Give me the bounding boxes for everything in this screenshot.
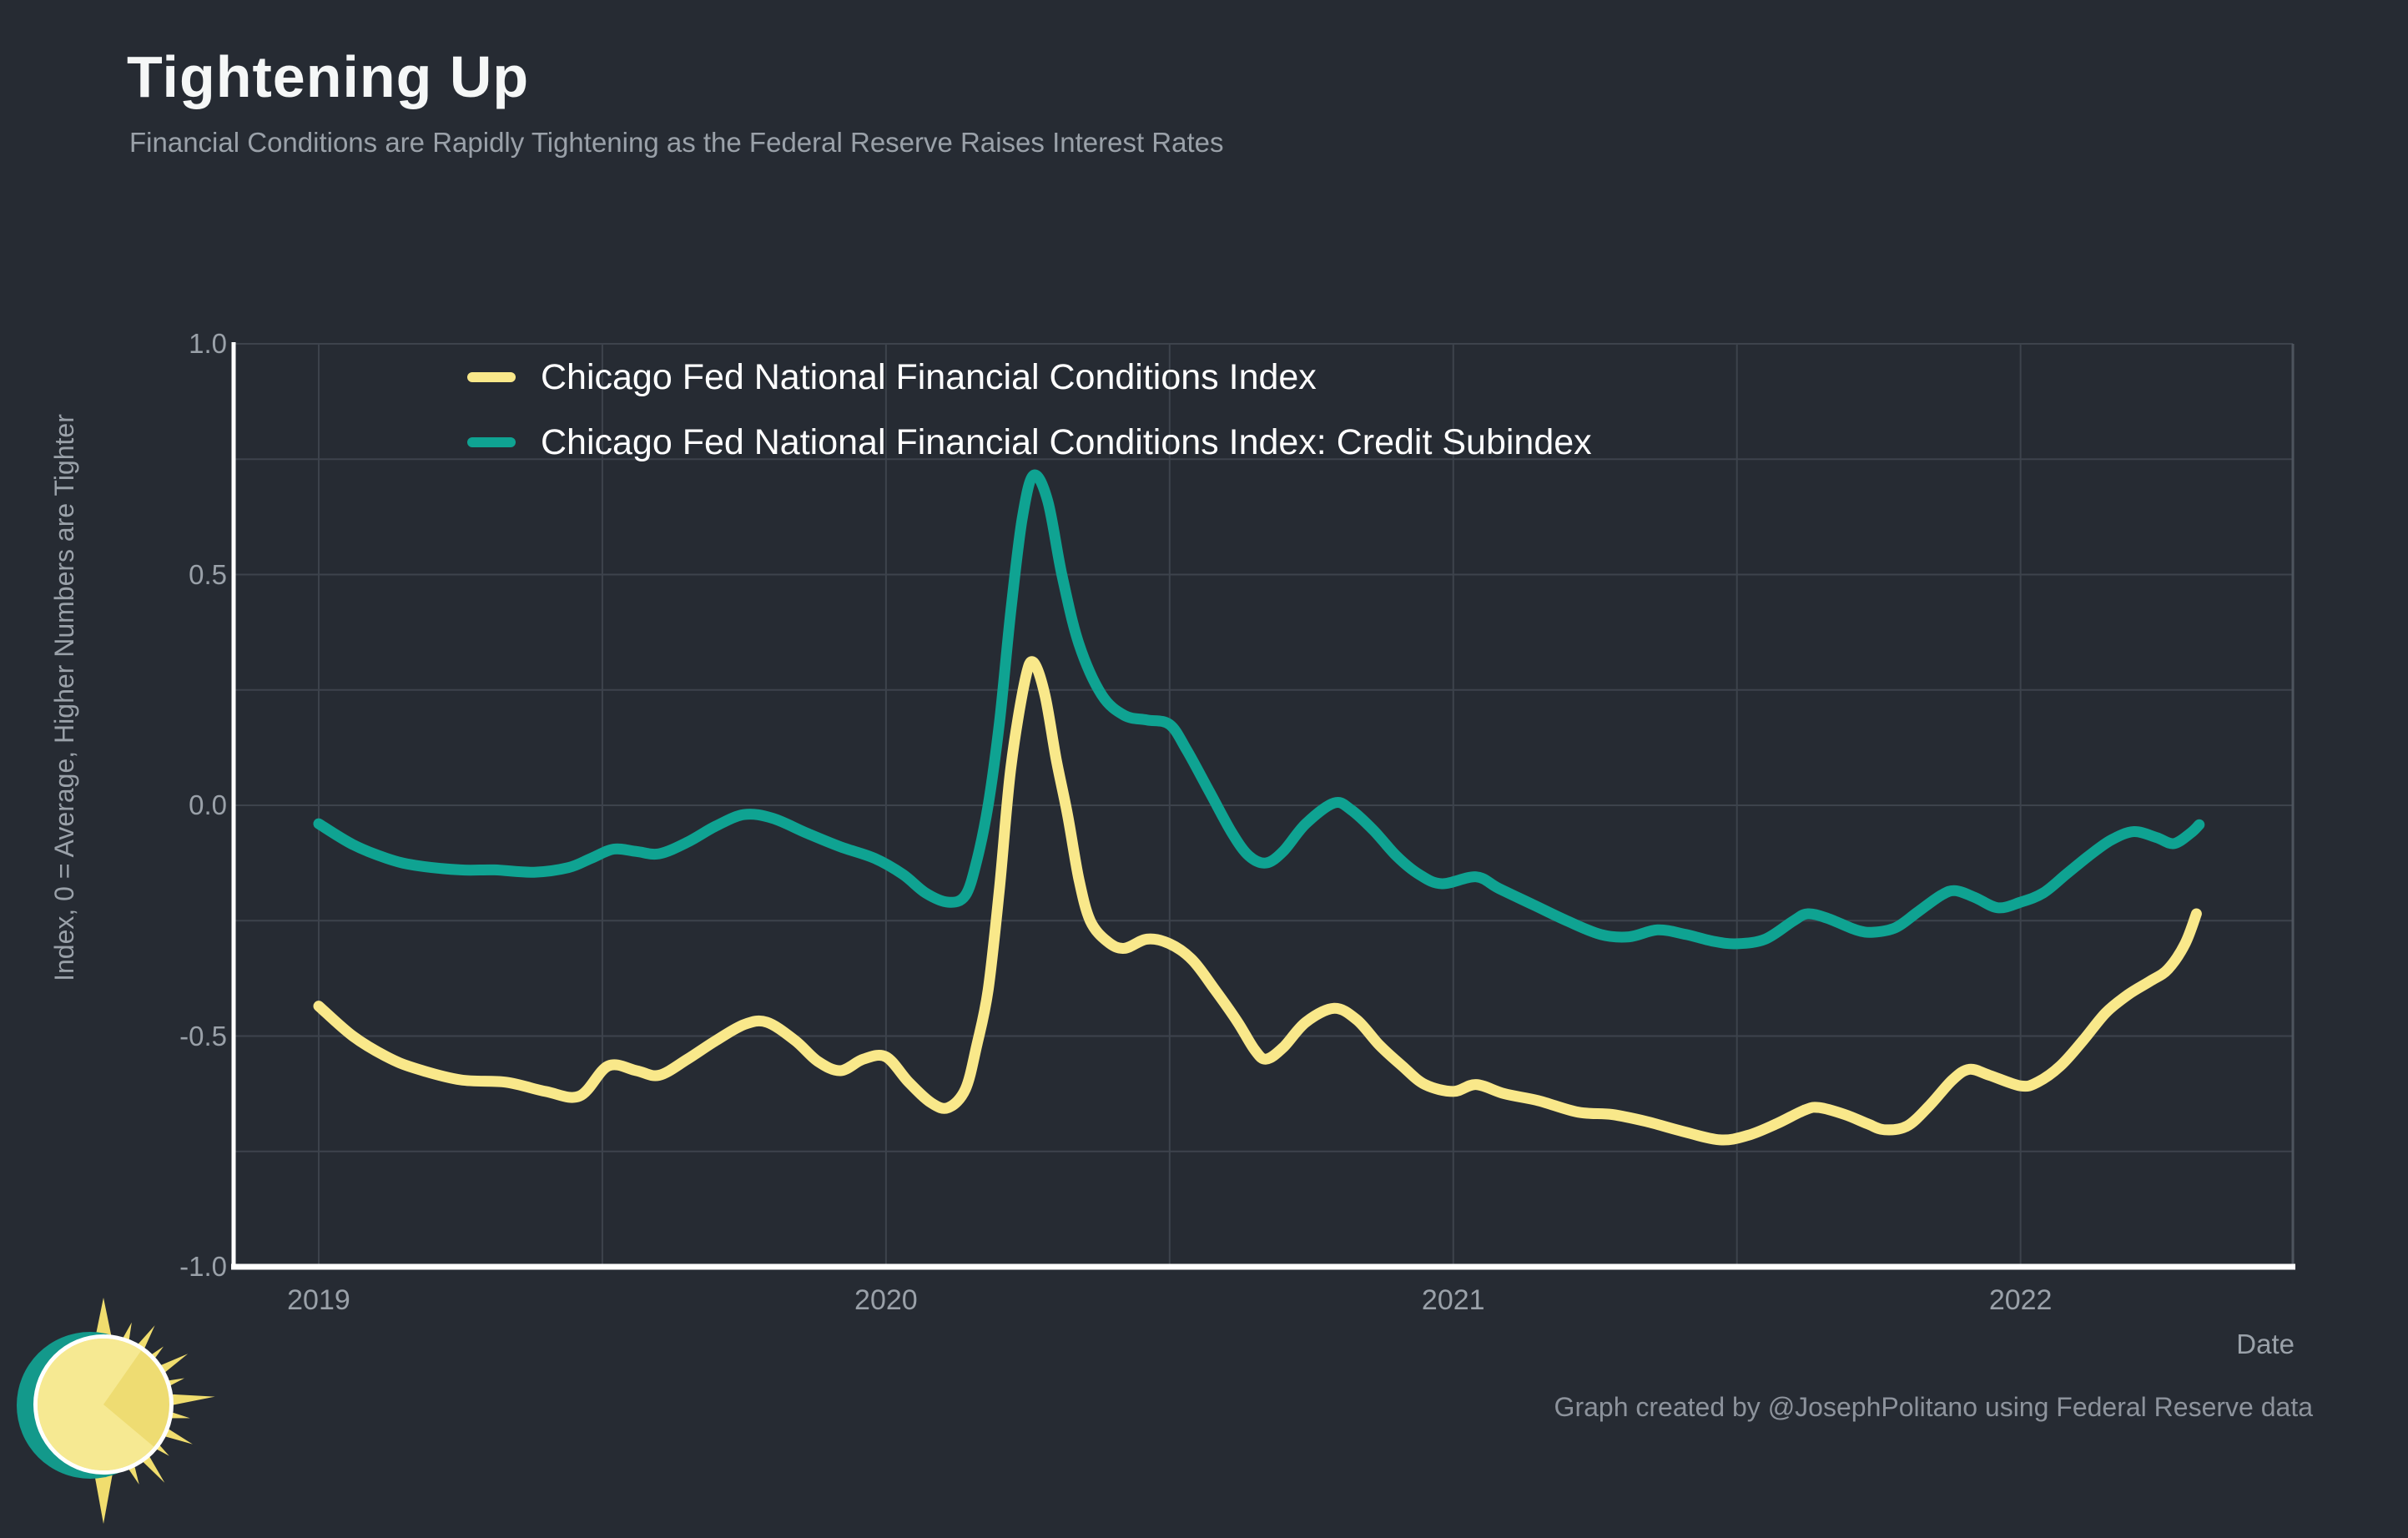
page-title: Tightening Up: [127, 44, 530, 109]
nfci-series-swatch-icon: [467, 372, 516, 382]
y-tick-label: -0.5: [179, 1020, 227, 1051]
gridlines: [234, 343, 2295, 1267]
attribution-text: Graph created by @JosephPolitano using F…: [1554, 1392, 2313, 1422]
credit-series-swatch-icon: [467, 437, 516, 447]
x-axis-title: Date: [2236, 1329, 2295, 1359]
axes: [231, 342, 2295, 1270]
legend: Chicago Fed National Financial Condition…: [467, 350, 1592, 469]
y-axis-title: Index, 0 = Average, Higher Numbers are T…: [49, 414, 79, 981]
legend-item-nfci[interactable]: Chicago Fed National Financial Condition…: [467, 350, 1592, 404]
x-tick-label: 2019: [287, 1284, 350, 1316]
series-line-0: [313, 656, 2202, 1146]
y-tick-label: 0.5: [189, 558, 227, 590]
sun-disc-highlight: [38, 1339, 154, 1470]
legend-label-credit-subindex: Chicago Fed National Financial Condition…: [541, 421, 1592, 462]
data-series: [313, 469, 2205, 1146]
sun-logo: [17, 1298, 215, 1524]
x-tick-label: 2020: [854, 1284, 918, 1316]
y-tick-label: -1.0: [179, 1251, 227, 1282]
x-tick-label: 2022: [1988, 1284, 2053, 1316]
legend-item-credit-subindex[interactable]: Chicago Fed National Financial Condition…: [467, 416, 1592, 469]
legend-label-nfci: Chicago Fed National Financial Condition…: [541, 356, 1317, 397]
series-line-1: [313, 469, 2205, 950]
x-tick-label: 2021: [1421, 1284, 1485, 1316]
y-tick-label: 1.0: [189, 328, 227, 359]
chart-subtitle: Financial Conditions are Rapidly Tighten…: [129, 127, 1224, 158]
y-tick-label: 0.0: [189, 789, 227, 820]
